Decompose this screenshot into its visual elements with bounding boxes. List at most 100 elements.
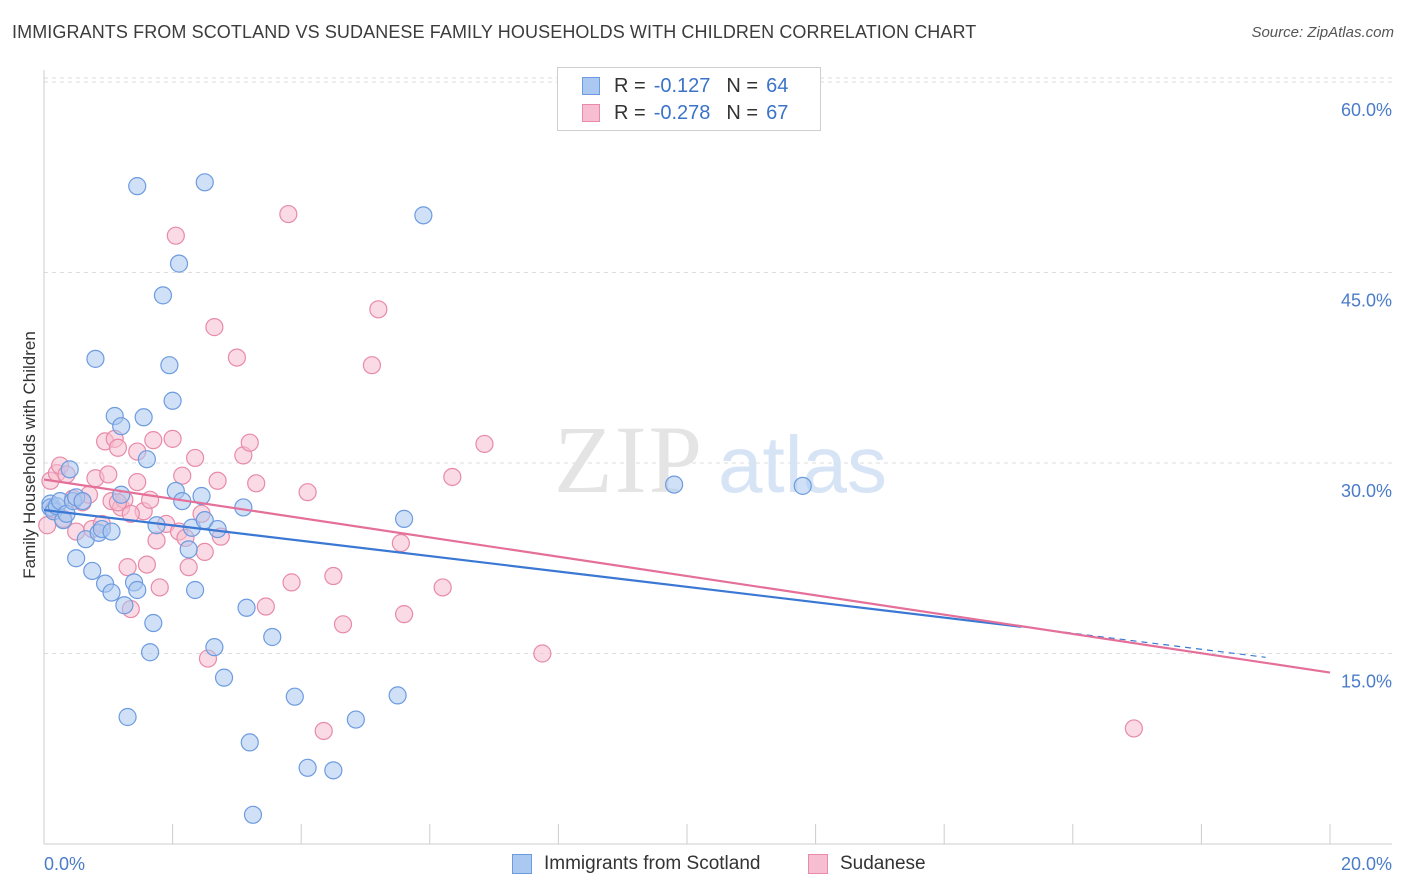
sudanese-trend-line <box>43 478 1331 674</box>
sudanese-point <box>475 434 494 454</box>
sudanese-point <box>369 300 388 319</box>
scotland-point <box>160 356 179 375</box>
sudanese-point <box>362 356 382 375</box>
chart-title: IMMIGRANTS FROM SCOTLAND VS SUDANESE FAM… <box>12 22 977 42</box>
legend-swatch-blue <box>582 77 600 95</box>
series-legend-label: Immigrants from Scotland <box>544 853 761 874</box>
sudanese-point <box>128 472 147 492</box>
grid-layer <box>44 77 1392 654</box>
scotland-point <box>134 408 153 427</box>
scotland-trend-extension <box>1021 626 1266 658</box>
scotland-point <box>793 476 812 495</box>
sudanese-point <box>108 438 128 457</box>
stats-legend: R = -0.127 N = 64 R = -0.278 N = 67 <box>557 67 821 131</box>
scotland-point <box>128 580 147 600</box>
sudanese-point <box>314 721 333 741</box>
points-layer <box>38 173 1143 824</box>
scotland-point <box>112 417 131 436</box>
sudanese-point <box>147 531 166 550</box>
sudanese-point <box>391 533 410 553</box>
trend-layer <box>43 478 1331 674</box>
sudanese-point <box>205 318 224 337</box>
scotland-point <box>118 707 137 727</box>
scotland-point <box>388 686 407 705</box>
scotland-point <box>298 758 317 777</box>
scotland-point <box>137 450 156 469</box>
scotland-point <box>195 173 214 192</box>
scotland-point <box>179 540 198 559</box>
scotland-point <box>60 460 79 479</box>
sudanese-point <box>443 467 462 487</box>
scotland-point <box>346 710 365 729</box>
series-legend-sudanese: Sudanese <box>808 853 926 875</box>
scotland-point <box>86 349 105 368</box>
scotland-point <box>324 761 343 780</box>
legend-n-value: 67 <box>766 101 789 124</box>
y-tick-label: 60.0% <box>1341 100 1392 120</box>
sudanese-point <box>118 558 137 577</box>
sudanese-point <box>208 471 227 490</box>
scotland-point <box>115 596 134 615</box>
scotland-point <box>394 509 414 528</box>
series-swatch-pink <box>808 854 828 874</box>
legend-row-scotland: R = -0.127 N = 64 <box>582 73 788 99</box>
sudanese-point <box>1124 719 1143 738</box>
sudanese-point <box>256 597 275 616</box>
legend-n-value: 64 <box>766 74 789 97</box>
scotland-point <box>140 643 160 662</box>
scotland-point <box>414 206 433 225</box>
scotland-point <box>214 668 234 687</box>
sudanese-point <box>150 578 169 597</box>
sudanese-point <box>179 558 198 577</box>
scotland-point <box>128 177 147 196</box>
y-axis-label: Family Households with Children <box>20 331 39 579</box>
scotland-point <box>153 286 173 305</box>
sudanese-point <box>433 578 452 597</box>
watermark: ZIP atlas <box>554 406 887 513</box>
series-legend-scotland: Immigrants from Scotland <box>512 853 760 875</box>
sudanese-point <box>173 466 192 485</box>
legend-r-value: -0.127 <box>653 74 711 97</box>
watermark-zip: ZIP <box>554 406 704 513</box>
axes-layer: 15.0% 30.0% 45.0% 60.0% 0.0% 20.0% <box>43 70 1392 874</box>
scotland-point <box>665 475 684 494</box>
scotland-point <box>102 522 121 541</box>
sudanese-point <box>144 431 163 450</box>
legend-r-label: R = <box>614 101 646 124</box>
scotland-point <box>73 492 92 511</box>
y-tick-label: 45.0% <box>1341 291 1392 311</box>
scotland-point <box>169 254 189 273</box>
sudanese-point <box>324 566 343 586</box>
legend-n-label: N = <box>726 74 759 97</box>
scotland-point <box>102 583 121 602</box>
series-legend-label: Sudanese <box>840 853 926 874</box>
scotland-point <box>186 580 205 600</box>
legend-n-label: N = <box>726 101 759 124</box>
scotland-point <box>112 485 131 504</box>
sudanese-point <box>166 226 185 245</box>
watermark-atlas: atlas <box>718 420 887 509</box>
sudanese-point <box>333 615 353 634</box>
sudanese-point <box>186 448 205 468</box>
series-swatch-blue <box>512 854 532 874</box>
sudanese-point <box>121 504 140 523</box>
scotland-point <box>205 638 224 657</box>
scotland-point <box>285 687 304 706</box>
legend-r-label: R = <box>614 74 646 97</box>
sudanese-point <box>247 474 266 493</box>
sudanese-point <box>394 605 414 624</box>
sudanese-point <box>240 433 259 452</box>
scotland-point <box>243 805 263 824</box>
sudanese-point <box>282 573 301 592</box>
scotland-point <box>83 561 102 581</box>
scotland-point <box>163 391 182 410</box>
y-tick-label: 15.0% <box>1341 672 1392 692</box>
series-legend: Immigrants from Scotland Sudanese <box>0 850 1406 880</box>
sudanese-point <box>195 542 214 562</box>
legend-row-sudanese: R = -0.278 N = 67 <box>582 100 788 126</box>
sudanese-point <box>227 348 246 367</box>
legend-r-value: -0.278 <box>653 101 711 124</box>
scotland-point <box>144 613 163 633</box>
sudanese-point <box>163 429 182 448</box>
